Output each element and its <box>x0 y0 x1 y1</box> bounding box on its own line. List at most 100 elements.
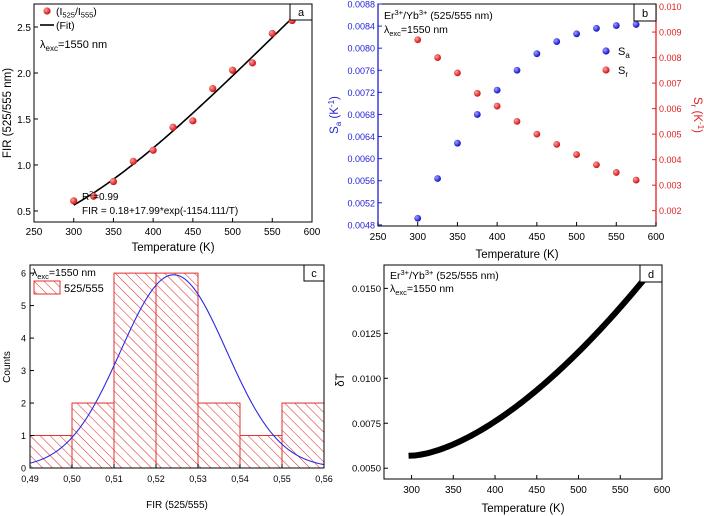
panel-b-sr-point <box>493 102 501 110</box>
panel-a-frame <box>33 3 313 223</box>
panel-b-left-tick-label: 0.0072 <box>347 88 375 98</box>
panel-b-sr-point <box>533 130 541 138</box>
panel-c-y-ticks: 0 1 2 3 4 5 6 <box>21 269 34 474</box>
panel-c-legend-swatch <box>33 280 61 295</box>
panel-d: 300 350 400 450 500 550 600 0.0050 0.0075 0.0100… <box>335 264 671 515</box>
panel-d-x-ticks: 300 350 400 450 500 550 600 <box>403 475 671 496</box>
panel-c-legend: 525/555 <box>33 280 104 295</box>
panel-c-x-tick-label: 0,51 <box>105 474 123 484</box>
panel-a-data-point <box>149 146 157 154</box>
panel-b-left-tick-label: 0.0060 <box>347 154 375 164</box>
panel-a-legend-marker <box>43 7 51 15</box>
panel-a-y-tick-label: 2.5 <box>17 23 31 34</box>
panel-c-y-tick-label: 6 <box>21 269 26 279</box>
panel-a-data-point <box>109 177 118 186</box>
panel-d-y-tick-label: 0.0150 <box>352 284 381 295</box>
panel-b-right-tick-label: 0.008 <box>659 53 682 63</box>
panel-b-label: b <box>642 8 648 20</box>
panel-d-x-tick-label: 600 <box>654 485 671 496</box>
panel-b-left-ticks: 0.0048 0.0052 0.0056 0.0060 0.0064 0.0068 0.00… <box>347 0 382 230</box>
panel-a-fir-equation: FIR = 0.18+17.99*exp(-1154.111/T) <box>82 206 238 217</box>
panel-c-lambda: λexc=1550 nm <box>32 267 96 281</box>
panel-d-ylabel: δT <box>335 373 347 386</box>
panel-c-y-tick-label: 3 <box>21 366 26 376</box>
panel-b-sr-point <box>553 140 561 148</box>
panel-b-sa-point <box>493 86 501 94</box>
panel-c-bar <box>239 435 283 469</box>
panel-b-x-tick-label: 450 <box>529 232 546 243</box>
panel-b-sa-point <box>473 111 481 118</box>
panel-b-points-sr <box>414 36 640 184</box>
panel-b-sa-point <box>533 50 541 58</box>
panel-b-left-tick-label: 0.0088 <box>347 0 375 10</box>
panel-c-y-tick-label: 1 <box>21 431 26 441</box>
panel-d-label-box <box>639 264 663 283</box>
panel-d-curve <box>408 278 646 459</box>
panel-b-x-tick-label: 300 <box>409 232 426 243</box>
panel-b-sa-point <box>513 66 521 74</box>
panel-c-bar <box>155 272 199 469</box>
panel-b-sa-point <box>553 38 561 45</box>
panel-d-y-ticks: 0.0050 0.0075 0.0100 0.0125 0.0150 <box>352 284 388 475</box>
panel-b-x-tick-label: 600 <box>648 232 665 243</box>
panel-b-sa-point <box>593 24 600 32</box>
panel-a-x-tick-label: 300 <box>65 227 82 238</box>
panel-c-x-tick-label: 0,50 <box>63 474 81 484</box>
panel-a-x-tick-label: 350 <box>105 227 122 238</box>
panel-d-label: d <box>648 269 654 281</box>
panel-a-y-tick-label: 0.5 <box>17 207 31 218</box>
panel-b-sr-point <box>573 151 580 158</box>
panel-c-x-tick-label: 0,56 <box>315 474 333 484</box>
panel-c-y-tick-label: 5 <box>21 301 26 311</box>
panel-c-frame <box>29 264 325 469</box>
panel-b-sr-point <box>434 54 441 61</box>
panel-b-legend-sa-marker <box>602 47 610 55</box>
panel-b-legend-sr: Sr <box>618 65 628 79</box>
panel-a-r2: R2=0.99 <box>82 191 119 203</box>
panel-b-left-tick-label: 0.0080 <box>347 44 375 54</box>
panel-c-bar <box>281 402 325 469</box>
panel-d-x-tick-label: 300 <box>403 485 420 496</box>
panel-b-left-tick-label: 0.0076 <box>347 66 375 76</box>
panel-a-data-point <box>169 123 177 131</box>
panel-d-y-tick-label: 0.0050 <box>352 464 381 475</box>
panel-b-lambda: λexc=1550 nm <box>384 24 448 38</box>
panel-d-frame <box>383 264 663 480</box>
panel-b-right-tick-label: 0.010 <box>659 2 682 12</box>
panel-b-sr-point <box>454 69 461 77</box>
panel-b-left-tick-label: 0.0084 <box>347 22 375 32</box>
panel-b-sr-point <box>632 176 640 184</box>
panel-b-legend-sa: Sa <box>618 46 630 60</box>
panel-b-sr-point <box>473 89 481 97</box>
panel-a-y-tick-label: 1.0 <box>17 161 31 172</box>
panel-b-sa-point <box>612 22 620 29</box>
panel-a-xlabel: Temperature (K) <box>131 242 214 254</box>
panel-c-x-tick-label: 0,53 <box>189 474 207 484</box>
panel-d-lambda: λexc=1550 nm <box>390 283 454 297</box>
panel-b-left-tick-label: 0.0064 <box>347 132 375 142</box>
panel-c-gauss-fit <box>29 274 325 466</box>
panel-c-bar <box>113 272 157 469</box>
panel-b-sr-point <box>513 117 521 125</box>
panel-a-legend-series: (I525/I555) <box>56 6 97 20</box>
panel-a-ylabel: FIR (525/555 nm) <box>2 68 14 158</box>
panel-c-xlabel: FIR (525/555) <box>146 500 208 511</box>
panel-c-x-tick-label: 0,55 <box>273 474 291 484</box>
panel-b-left-tick-label: 0.0052 <box>347 198 375 208</box>
panel-a-data-point <box>248 59 257 67</box>
panel-b-sa-point <box>434 175 441 182</box>
panel-c-y-tick-label: 0 <box>21 464 26 474</box>
panel-b-sa-point <box>454 139 461 147</box>
panel-b-x-tick-label: 550 <box>608 232 625 243</box>
panel-a-legend: (I525/I555) (Fit) <box>40 6 97 32</box>
panel-b-sr-point <box>414 36 422 44</box>
panel-b-sr-point <box>593 161 600 169</box>
panel-a-points <box>70 16 296 205</box>
panel-a-y-tick-label: 1.5 <box>17 115 31 126</box>
panel-a-data-point <box>228 66 237 74</box>
panel-a-data-point <box>129 157 137 165</box>
panel-d-x-tick-label: 400 <box>487 485 504 496</box>
panel-c-legend-label: 525/555 <box>64 283 104 295</box>
panel-c-x-tick-label: 0,49 <box>21 474 39 484</box>
